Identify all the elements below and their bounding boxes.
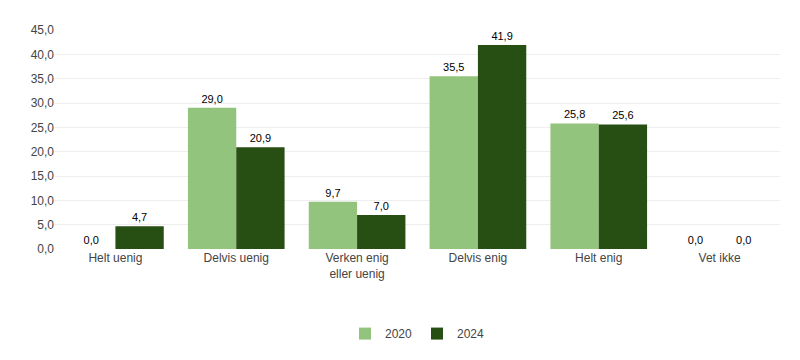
svg-text:Verken enigeller uenig: Verken enigeller uenig	[325, 251, 388, 281]
svg-text:Delvis enig: Delvis enig	[449, 251, 508, 265]
svg-text:25,6: 25,6	[612, 109, 633, 121]
svg-text:20,0: 20,0	[31, 145, 55, 159]
svg-text:5,0: 5,0	[37, 218, 54, 232]
svg-text:20,9: 20,9	[250, 132, 271, 144]
svg-text:29,0: 29,0	[201, 93, 222, 105]
svg-text:Helt uenig: Helt uenig	[88, 251, 142, 265]
svg-text:41,9: 41,9	[491, 30, 512, 42]
svg-text:25,0: 25,0	[31, 121, 55, 135]
svg-text:45,0: 45,0	[31, 23, 55, 37]
svg-text:Delvis uenig: Delvis uenig	[204, 251, 269, 265]
svg-text:25,8: 25,8	[564, 108, 585, 120]
svg-text:0,0: 0,0	[688, 234, 703, 246]
svg-text:30,0: 30,0	[31, 96, 55, 110]
svg-text:Vet ikke: Vet ikke	[699, 251, 741, 265]
svg-text:0,0: 0,0	[37, 242, 54, 256]
svg-text:35,5: 35,5	[443, 61, 464, 73]
svg-text:7,0: 7,0	[374, 200, 389, 212]
svg-text:10,0: 10,0	[31, 194, 55, 208]
svg-text:0,0: 0,0	[84, 234, 99, 246]
svg-text:15,0: 15,0	[31, 169, 55, 183]
svg-text:Helt enig: Helt enig	[575, 251, 622, 265]
svg-text:40,0: 40,0	[31, 48, 55, 62]
svg-text:0,0: 0,0	[736, 234, 751, 246]
svg-text:4,7: 4,7	[132, 211, 147, 223]
svg-text:9,7: 9,7	[325, 187, 340, 199]
svg-text:2024: 2024	[457, 327, 484, 341]
svg-text:2020: 2020	[385, 327, 412, 341]
svg-text:35,0: 35,0	[31, 72, 55, 86]
